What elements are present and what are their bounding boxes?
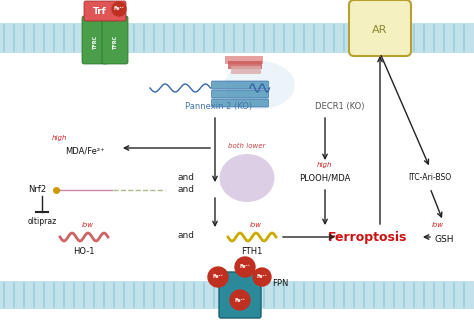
- Bar: [231, 66, 261, 74]
- Text: TFRC: TFRC: [92, 35, 98, 49]
- Text: DECR1 (KO): DECR1 (KO): [315, 103, 365, 112]
- Text: low: low: [82, 222, 94, 228]
- Text: ITC-Ari-BSO: ITC-Ari-BSO: [409, 173, 452, 183]
- Text: FPN: FPN: [272, 279, 288, 288]
- Text: GSH: GSH: [435, 236, 455, 244]
- Text: both lower: both lower: [228, 143, 266, 149]
- Text: Trf: Trf: [93, 8, 107, 16]
- Text: AR: AR: [372, 25, 388, 35]
- Circle shape: [230, 290, 250, 310]
- Ellipse shape: [225, 61, 295, 109]
- Text: TFRC: TFRC: [112, 35, 118, 49]
- Text: MDA/Fe²⁺: MDA/Fe²⁺: [65, 146, 105, 156]
- Text: and: and: [177, 173, 194, 183]
- Circle shape: [112, 2, 126, 16]
- Text: Fe²⁺: Fe²⁺: [113, 7, 125, 12]
- Circle shape: [235, 257, 255, 277]
- Text: high: high: [52, 135, 68, 141]
- Text: low: low: [432, 222, 444, 228]
- Text: high: high: [317, 162, 333, 168]
- Text: Fe²⁺: Fe²⁺: [239, 265, 251, 269]
- Bar: [225, 56, 263, 64]
- Text: Pannexin 2 (KO): Pannexin 2 (KO): [185, 103, 252, 112]
- FancyBboxPatch shape: [219, 272, 261, 318]
- Text: and: and: [178, 186, 195, 194]
- Bar: [0, 23, 474, 53]
- Text: HO-1: HO-1: [73, 246, 95, 256]
- Text: Fe²⁺: Fe²⁺: [234, 297, 246, 302]
- FancyBboxPatch shape: [211, 90, 268, 98]
- Text: Fe²⁺: Fe²⁺: [256, 274, 268, 280]
- FancyBboxPatch shape: [84, 1, 126, 21]
- Bar: [0, 281, 474, 309]
- Text: FTH1: FTH1: [241, 246, 263, 256]
- Text: PLOOH/MDA: PLOOH/MDA: [299, 173, 351, 183]
- Text: and: and: [177, 231, 194, 240]
- Text: Ferroptosis: Ferroptosis: [328, 231, 408, 243]
- FancyBboxPatch shape: [102, 16, 128, 64]
- FancyBboxPatch shape: [349, 0, 411, 56]
- Text: Nrf2: Nrf2: [28, 186, 46, 194]
- FancyBboxPatch shape: [82, 16, 108, 64]
- Text: low: low: [250, 222, 262, 228]
- FancyBboxPatch shape: [211, 81, 268, 89]
- Bar: [228, 61, 262, 69]
- FancyBboxPatch shape: [211, 99, 268, 107]
- Circle shape: [253, 268, 271, 286]
- Circle shape: [208, 267, 228, 287]
- Text: Fe²⁺: Fe²⁺: [212, 274, 224, 280]
- Ellipse shape: [219, 154, 274, 202]
- Text: oltipraz: oltipraz: [28, 217, 57, 226]
